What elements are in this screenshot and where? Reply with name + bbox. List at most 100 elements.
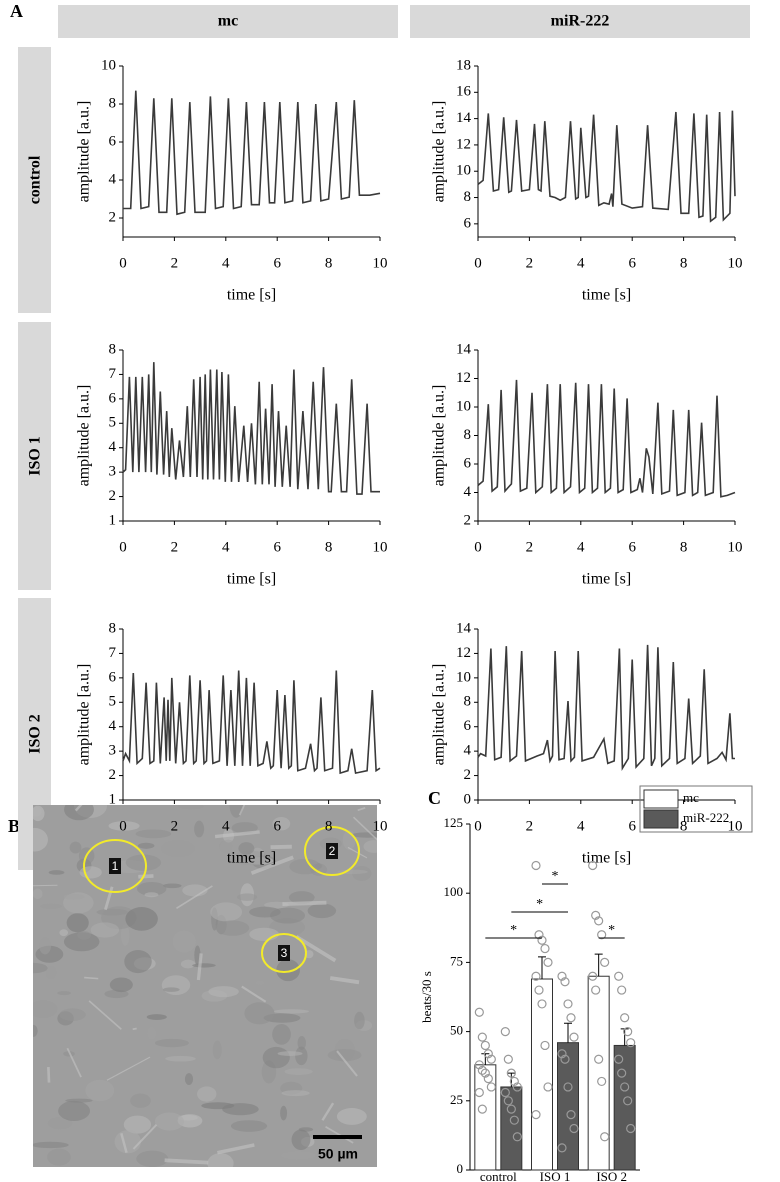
trace (122, 670, 381, 775)
data-point (600, 1132, 610, 1142)
y-axis-label: amplitude [a.u.] (76, 101, 93, 203)
fiber-texture (238, 805, 246, 816)
data-point (500, 1026, 510, 1037)
cell-texture (272, 817, 291, 831)
x-tick-label: 10 (373, 255, 388, 271)
data-point (557, 971, 567, 981)
cell-texture (154, 1112, 185, 1131)
cell-texture (64, 805, 94, 821)
data-point (512, 1132, 522, 1142)
data-point (531, 971, 541, 981)
cell-texture (33, 805, 45, 822)
cell-texture (281, 1090, 310, 1097)
fiber-texture (321, 1102, 335, 1121)
trace (123, 90, 381, 216)
x-tick-label: 8 (325, 818, 333, 834)
x-axis-label: time [s] (227, 287, 276, 304)
y-tick-label: 6 (109, 133, 117, 149)
error-bar (481, 1053, 490, 1065)
y-tick-label: 2 (109, 767, 117, 783)
cell-texture (291, 1129, 311, 1150)
data-point (614, 1054, 624, 1064)
cell-texture (33, 1141, 69, 1149)
roi-label: 3 (281, 946, 288, 960)
y-tick-label: 100 (444, 884, 464, 899)
y-tick-label: 1 (109, 512, 117, 528)
cell-texture (85, 1079, 115, 1102)
cell-texture (163, 883, 182, 889)
cell-texture (125, 907, 158, 931)
cell-texture (276, 959, 300, 982)
y-tick-label: 50 (450, 1023, 463, 1038)
x-tick-label: 8 (680, 539, 688, 555)
row-header-bg (18, 47, 51, 313)
cell-texture (297, 1036, 306, 1050)
x-tick-label: 2 (171, 539, 179, 555)
roi-label: 1 (112, 859, 119, 873)
row-header: ISO 1 (27, 436, 44, 476)
fiber-texture (325, 1126, 354, 1144)
cell-texture (165, 1055, 196, 1062)
row-header: ISO 2 (27, 714, 44, 754)
y-tick-label: 1 (109, 791, 117, 807)
cell-texture (249, 906, 281, 918)
trace (477, 644, 735, 771)
data-point (477, 1032, 487, 1042)
roi-circle (83, 839, 147, 893)
x-tick-label: 6 (628, 255, 636, 271)
fiber-texture (295, 935, 337, 963)
cell-texture (59, 1008, 86, 1021)
cell-texture (33, 918, 51, 927)
x-tick-label: 2 (526, 539, 534, 555)
roi-circle (304, 826, 360, 876)
cell-texture (66, 913, 89, 933)
y-tick-label: 4 (109, 439, 117, 455)
data-point (588, 860, 598, 871)
cell-texture (172, 930, 196, 953)
y-tick-label: 8 (464, 427, 472, 443)
x-tick-label: 2 (171, 255, 179, 271)
cell-texture (40, 903, 62, 909)
data-point (594, 916, 604, 926)
y-tick-label: 14 (456, 341, 472, 357)
x-tick-label: 2 (526, 255, 534, 271)
data-point (474, 1060, 484, 1070)
cell-texture (231, 822, 258, 834)
y-axis-label: amplitude [a.u.] (431, 101, 448, 203)
y-tick-label: 6 (464, 215, 472, 231)
x-axis-label: time [s] (227, 850, 276, 867)
cell-texture (194, 820, 205, 838)
error-bar (564, 1022, 572, 1043)
x-tick-label: 0 (119, 818, 127, 834)
cell-texture (363, 840, 377, 853)
cell-texture (125, 854, 162, 871)
y-tick-label: 6 (464, 718, 472, 734)
y-tick-label: 10 (456, 398, 471, 414)
data-point (597, 930, 607, 940)
roi-label-bg (109, 858, 121, 874)
cell-texture (144, 892, 159, 898)
x-tick-label: control (480, 1169, 517, 1182)
y-tick-label: 2 (109, 209, 117, 225)
data-point (614, 971, 624, 981)
y-tick-label: 125 (444, 815, 464, 830)
y-tick-label: 4 (109, 718, 117, 734)
x-axis-label: time [s] (582, 571, 631, 588)
y-tick-label: 8 (464, 694, 472, 710)
data-point (537, 935, 547, 945)
legend-box (639, 785, 753, 833)
y-tick-label: 8 (464, 189, 472, 205)
data-point (500, 1087, 510, 1098)
x-tick-label: ISO 1 (540, 1169, 571, 1182)
y-tick-label: 0 (457, 1161, 464, 1176)
data-point (540, 943, 550, 954)
y-tick-label: 18 (456, 57, 471, 73)
y-tick-label: 4 (464, 484, 472, 500)
fiber-texture (241, 985, 267, 1003)
x-tick-label: 6 (273, 255, 281, 271)
y-tick-label: 14 (456, 110, 472, 126)
micrograph (33, 805, 377, 1167)
x-tick-label: 2 (526, 818, 534, 834)
data-point (560, 1054, 570, 1064)
cell-texture (273, 1009, 309, 1014)
